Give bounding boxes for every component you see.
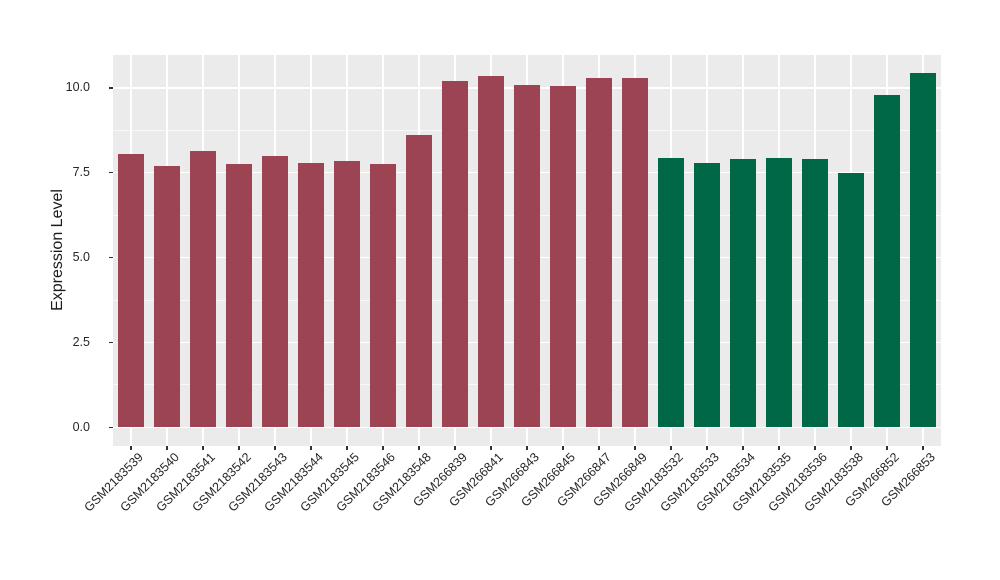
bar xyxy=(694,162,720,428)
x-tick-mark xyxy=(598,446,600,450)
y-tick-mark xyxy=(108,87,113,89)
bar xyxy=(406,135,432,428)
y-tick-label: 2.5 xyxy=(72,334,90,349)
x-tick-mark xyxy=(130,446,132,450)
bar xyxy=(334,160,360,428)
x-tick-mark xyxy=(526,446,528,450)
y-tick-label: 0.0 xyxy=(72,419,90,434)
x-tick-mark xyxy=(418,446,420,450)
bar xyxy=(586,77,612,428)
bar xyxy=(370,164,396,428)
bar xyxy=(226,164,252,428)
x-tick-mark xyxy=(238,446,240,450)
y-tick-mark xyxy=(108,341,113,344)
x-tick-mark xyxy=(454,446,456,450)
x-tick-mark xyxy=(778,446,780,450)
x-tick-mark xyxy=(202,446,204,450)
x-tick-mark xyxy=(310,446,312,450)
bar xyxy=(874,94,900,428)
x-tick-mark xyxy=(886,446,888,450)
bar xyxy=(838,172,864,428)
x-tick-mark xyxy=(742,446,744,450)
x-tick-mark xyxy=(346,446,348,450)
bar xyxy=(802,159,828,428)
x-tick-mark xyxy=(814,446,816,450)
bar xyxy=(766,157,792,428)
bar xyxy=(910,72,936,428)
x-tick-mark xyxy=(382,446,384,450)
bar xyxy=(190,150,216,428)
y-axis-title: Expression Level xyxy=(49,189,66,311)
y-tick-label: 10.0 xyxy=(65,80,90,95)
x-tick-mark xyxy=(706,446,708,450)
bar xyxy=(514,84,540,428)
y-tick-label: 7.5 xyxy=(72,165,90,180)
bar xyxy=(730,159,756,428)
bar xyxy=(262,155,288,428)
x-tick-mark xyxy=(634,446,636,450)
x-tick-mark xyxy=(850,446,852,450)
y-tick-mark xyxy=(108,257,113,259)
y-tick-mark xyxy=(108,172,113,174)
bar xyxy=(298,162,324,428)
x-tick-mark xyxy=(670,446,672,450)
x-tick-mark xyxy=(562,446,564,450)
bar xyxy=(118,154,144,428)
y-tick-label: 5.0 xyxy=(72,250,90,265)
x-tick-mark xyxy=(490,446,492,450)
x-tick-mark xyxy=(922,446,924,450)
x-tick-mark xyxy=(166,446,168,450)
bar xyxy=(622,77,648,428)
bar xyxy=(154,165,180,428)
bar xyxy=(478,76,504,428)
y-tick-mark xyxy=(108,426,113,428)
bar xyxy=(442,81,468,428)
bar xyxy=(658,157,684,428)
x-tick-mark xyxy=(274,446,276,450)
plot-panel xyxy=(113,55,941,446)
bar xyxy=(550,86,576,428)
